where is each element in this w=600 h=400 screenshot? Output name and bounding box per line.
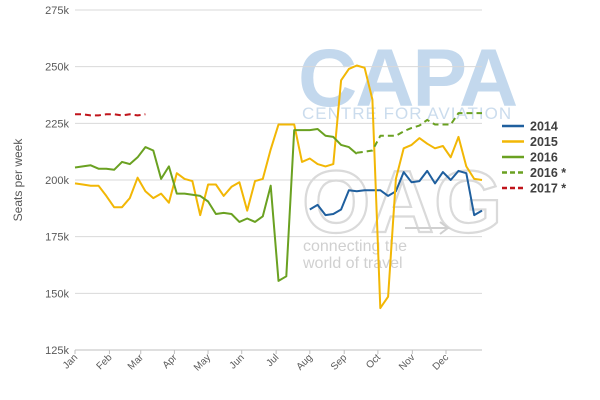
x-tick-label: May <box>192 352 213 373</box>
x-tick-label: Oct <box>364 352 383 371</box>
y-tick-label: 200k <box>45 175 69 187</box>
y-tick-label: 125k <box>45 345 69 357</box>
grid <box>75 9 482 351</box>
y-tick-label: 250k <box>45 62 69 74</box>
y-tick-label: 175k <box>45 232 69 244</box>
legend-label-2015: 2015 <box>530 135 558 149</box>
oag-tagline-watermark-line1: connecting the <box>303 238 407 255</box>
x-tick-label: Apr <box>161 352 180 371</box>
x-tick-label: Jul <box>264 352 281 369</box>
series-line-2015 <box>74 64 483 310</box>
y-tick-label: 225k <box>45 118 69 130</box>
oag-tagline-watermark-line2: world of travel <box>302 255 403 272</box>
legend-label-2017-forecast: 2017 * <box>530 182 566 196</box>
x-tick-label: Dec <box>431 352 451 372</box>
oag-logo-watermark: OAG <box>302 152 502 251</box>
series-line-2016 <box>74 128 358 282</box>
y-axis-label: Seats per week <box>11 138 25 222</box>
x-tick-label: Mar <box>126 352 146 372</box>
capa-logo-watermark: CAPA <box>298 33 517 124</box>
series-lines <box>74 64 483 310</box>
watermark: CAPA CENTRE FOR AVIATION OAG connecting … <box>298 33 519 272</box>
x-tick-label: Feb <box>95 352 115 372</box>
x-tick-label: Nov <box>397 352 417 372</box>
x-tick-label: Sep <box>329 352 350 373</box>
y-tick-label: 275k <box>45 5 69 17</box>
y-tick-label: 150k <box>45 288 69 300</box>
series-line-2016-forecast <box>356 112 482 154</box>
x-tick-label: Aug <box>295 352 315 372</box>
plane-arrow-icon <box>405 221 451 235</box>
legend-label-2014: 2014 <box>530 120 558 134</box>
legend-label-2016: 2016 <box>530 151 558 165</box>
series-line-2017-forecast <box>75 113 146 117</box>
capa-subtitle-watermark: CENTRE FOR AVIATION <box>302 104 512 123</box>
legend-label-2016-forecast: 2016 * <box>530 166 566 180</box>
x-tick-label: Jun <box>228 352 247 371</box>
